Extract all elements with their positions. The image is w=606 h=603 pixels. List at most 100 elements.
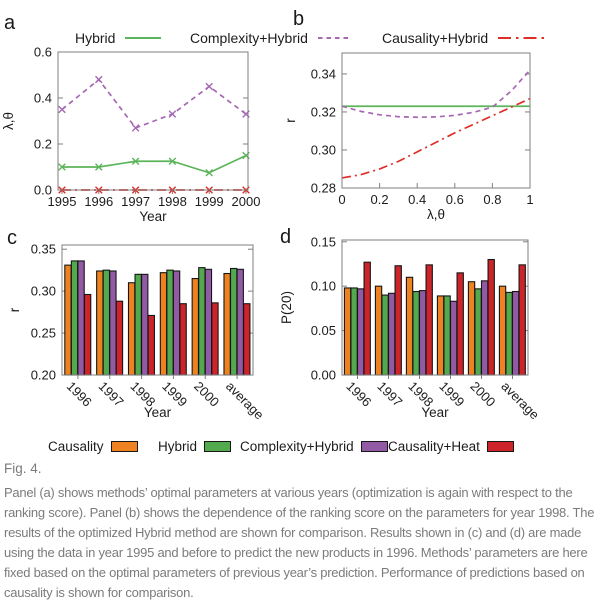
plot-border [57, 51, 249, 191]
bar-Complexity+Hybrid-1999 [449, 300, 458, 376]
x-marker [95, 163, 103, 171]
x-tick-label: 0.4 [408, 192, 426, 207]
legend-label-complexity-hybrid-bar: Complexity+Hybrid [240, 439, 354, 454]
x-tick-label: 1 [526, 192, 533, 207]
legend-label-hybrid-bar: Hybrid [158, 439, 198, 454]
legend-item-causality-heat: Causality+Heat [388, 439, 514, 454]
x-tick-label: 1996 [84, 194, 113, 209]
bar-Causality-1996 [64, 264, 72, 376]
hybrid-line-sample-icon [125, 37, 162, 39]
bar-Causality-1997 [374, 285, 383, 376]
plot-border [341, 52, 531, 189]
bar-Causality-2000 [191, 277, 199, 376]
bar-Complexity+Hybrid-2000 [480, 280, 489, 376]
x-marker [131, 124, 140, 132]
x-axis-label: Year [139, 209, 167, 224]
bar-Complexity+Hybrid-1999 [172, 270, 181, 376]
complexity-hybrid-swatch-icon [360, 441, 388, 452]
x-marker [205, 168, 213, 177]
plot-border [341, 239, 529, 376]
bar-Complexity+Hybrid-2000 [204, 268, 213, 376]
panel-label-d: d [280, 226, 292, 248]
bar-Hybrid-average [505, 291, 513, 376]
x-tick-label: 1995 [48, 194, 77, 209]
x-tick-label: 1998 [158, 194, 187, 209]
bar-Causality-1998 [127, 282, 136, 376]
bar-Complexity+Hybrid-average [511, 290, 520, 376]
bar-Causality+Heat-1996 [363, 261, 371, 376]
x-tick-label: 2000 [232, 194, 261, 209]
panel-label-b: b [293, 8, 305, 30]
bar-Hybrid-2000 [474, 288, 482, 376]
bar-Causality+Heat-1998 [147, 314, 155, 376]
bar-Causality-1996 [343, 287, 352, 376]
causality-swatch-icon [110, 441, 138, 452]
x-marker [58, 163, 66, 171]
legend-item-causality: Causality [48, 439, 138, 454]
bar-Causality+Heat-1997 [394, 265, 402, 376]
bar-Hybrid-2000 [198, 267, 206, 376]
panel-b-plot: 0.28 0.30 0.32 0.34 0 0.2 0.4 0.6 0.8 1 λ,θ r [283, 52, 534, 222]
x-tick-label: average [223, 379, 267, 423]
bar-Causality-1999 [436, 295, 445, 376]
y-tick-label: 0.15 [311, 234, 336, 249]
bar-Causality+Heat-average [518, 264, 526, 376]
x-axis-label: Year [144, 405, 172, 420]
x-marker [131, 157, 140, 166]
y-tick-label: 0.25 [31, 326, 56, 341]
bar-Hybrid-1997 [381, 294, 389, 376]
x-tick-label: 0.6 [446, 192, 464, 207]
x-tick-label: 1996 [343, 379, 374, 410]
x-tick-label: 0.2 [371, 192, 389, 207]
bar-Hybrid-1998 [412, 290, 420, 376]
legend-item-complexity-hybrid: Complexity+Hybrid [190, 30, 351, 46]
x-tick-label: 0.8 [483, 192, 501, 207]
causality-hybrid-line-sample-icon [498, 37, 547, 39]
y-tick-label: 0.0 [34, 183, 52, 198]
y-axis-label: r [283, 118, 298, 123]
y-tick-label: 0.28 [311, 181, 336, 196]
legend-label-hybrid: Hybrid [75, 30, 116, 46]
legend-label-causality-hybrid: Causality+Hybrid [382, 30, 489, 46]
panel-a-plot: 0.0 0.2 0.4 0.6 1995 1996 1997 1998 1999 2000 Year… [1, 45, 260, 225]
bar-Complexity+Hybrid-1998 [418, 290, 427, 376]
bar-Hybrid-1997 [102, 269, 111, 376]
series-line-Complexity+Hybrid [341, 69, 531, 119]
y-tick-label: 0.20 [31, 368, 56, 383]
bar-Causality+Heat-1997 [115, 300, 124, 376]
plot-border [61, 244, 254, 376]
bar-Complexity+Hybrid-1997 [109, 270, 117, 376]
x-marker [95, 75, 103, 84]
y-tick-label: 0.32 [311, 104, 336, 119]
figure-number: Fig. 4. [4, 461, 42, 476]
complexity-hybrid-line-sample-icon [317, 37, 350, 39]
x-marker [58, 105, 66, 114]
bar-Complexity+Hybrid-1996 [356, 288, 365, 376]
series-line-Hybrid [62, 154, 247, 174]
legend-label-causality-heat: Causality+Heat [388, 439, 480, 454]
x-axis-label: λ,θ [427, 207, 445, 222]
causality-heat-swatch-icon [486, 441, 514, 452]
y-tick-label: 0.4 [34, 91, 52, 106]
bar-Complexity+Hybrid-1997 [387, 292, 396, 376]
bar-Hybrid-1999 [443, 295, 451, 376]
y-tick-label: 0.00 [311, 368, 336, 383]
y-tick-label: 0.30 [31, 284, 56, 299]
bar-Causality-1997 [96, 270, 104, 376]
y-axis-label: r [7, 307, 22, 312]
series-line-Causality+Hybrid [341, 97, 531, 179]
x-tick-label: 1996 [64, 379, 95, 410]
x-tick-label: 1999 [195, 194, 224, 209]
x-marker [205, 82, 213, 91]
bar-Causality-average [498, 285, 507, 376]
y-tick-label: 0.35 [31, 242, 56, 257]
x-tick-label: 2000 [191, 379, 222, 410]
bar-Causality+Heat-1999 [179, 303, 187, 376]
x-tick-label: average [498, 379, 542, 423]
y-tick-label: 0.2 [34, 137, 52, 152]
bar-Causality+Heat-1996 [83, 293, 92, 376]
